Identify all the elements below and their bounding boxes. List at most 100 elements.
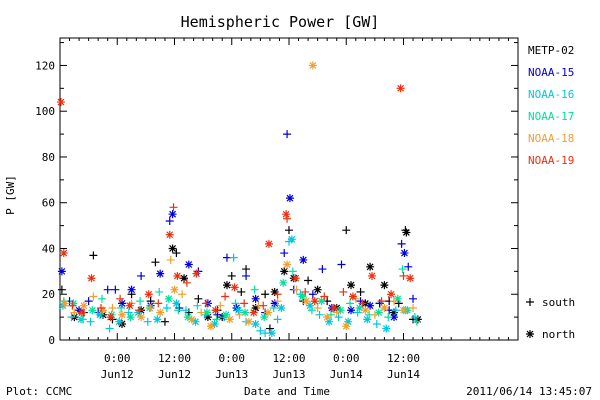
data-point-noaa-19 [329, 303, 338, 312]
data-point-noaa-19 [283, 214, 292, 223]
series-legend: METP-02 NOAA-15 NOAA-16 NOAA-17 NOAA-18 NOAA-… [528, 44, 574, 167]
data-point-noaa-15 [397, 239, 406, 248]
data-point-noaa-18 [370, 310, 379, 319]
data-point-noaa-15 [57, 267, 66, 276]
data-point-noaa-18 [108, 303, 117, 312]
data-point-noaa-15 [308, 290, 317, 299]
data-point-metp-02 [261, 290, 270, 299]
data-point-noaa-17 [155, 287, 164, 296]
data-point-noaa-16 [261, 329, 270, 338]
data-point-noaa-16 [372, 319, 381, 328]
data-point-noaa-17 [126, 313, 135, 322]
data-point-noaa-19 [173, 271, 182, 280]
data-point-metp-02 [194, 294, 203, 303]
data-point-noaa-15 [127, 285, 136, 294]
data-point-noaa-18 [342, 322, 351, 331]
marker-legend-label: north [542, 328, 575, 341]
data-point-noaa-17 [193, 301, 202, 310]
data-point-noaa-18 [146, 303, 155, 312]
data-point-noaa-18 [137, 313, 146, 322]
data-point-noaa-17 [202, 308, 211, 317]
legend-entry-metp-02: METP-02 [528, 44, 574, 57]
data-point-noaa-17 [117, 303, 126, 312]
data-point-metp-02 [304, 276, 313, 285]
data-point-noaa-19 [396, 84, 405, 93]
data-point-noaa-15 [318, 265, 327, 274]
data-point-noaa-17 [183, 313, 192, 322]
data-point-noaa-17 [88, 306, 97, 315]
data-point-noaa-17 [231, 299, 240, 308]
data-point-metp-02 [402, 228, 411, 237]
x-tick-time: 12:00 [387, 352, 420, 365]
data-point-noaa-16 [86, 317, 95, 326]
data-point-noaa-19 [97, 303, 106, 312]
data-point-noaa-19 [339, 287, 348, 296]
data-point-metp-02 [270, 287, 279, 296]
x-axis-label: Date and Time [244, 385, 330, 398]
data-point-metp-02 [57, 285, 66, 294]
legend-entry-noaa-16: NOAA-16 [528, 88, 574, 101]
data-point-noaa-19 [56, 98, 65, 107]
data-points [56, 61, 422, 338]
data-point-noaa-18 [216, 301, 225, 310]
chart-title: Hemispheric Power [GW] [181, 13, 380, 31]
y-tick-label: 40 [42, 242, 55, 255]
data-point-noaa-19 [259, 301, 268, 310]
data-point-noaa-16 [410, 313, 419, 322]
marker-legend: south north [526, 296, 575, 341]
data-point-metp-02 [394, 299, 403, 308]
x-tick-date: Jun14 [330, 368, 363, 381]
data-point-noaa-17 [317, 297, 326, 306]
data-point-metp-02 [413, 315, 422, 324]
x-tick-date: Jun12 [158, 368, 191, 381]
data-point-noaa-15 [400, 249, 409, 258]
data-point-noaa-19 [211, 306, 220, 315]
data-point-noaa-17 [269, 303, 278, 312]
data-point-noaa-17 [307, 306, 316, 315]
data-point-noaa-15 [165, 217, 174, 226]
x-tick-time: 0:00 [219, 352, 246, 365]
plot-credit: Plot: CCMC [6, 385, 72, 398]
y-axis-label: P [GW] [4, 175, 17, 215]
data-point-noaa-16 [334, 313, 343, 322]
x-tick-date: Jun12 [101, 368, 134, 381]
data-point-noaa-18 [313, 303, 322, 312]
data-point-noaa-16 [267, 329, 276, 338]
data-point-noaa-15 [184, 260, 193, 269]
data-point-metp-02 [389, 308, 398, 317]
data-point-metp-02 [237, 287, 246, 296]
data-point-noaa-16 [391, 306, 400, 315]
x-tick-time: 0:00 [333, 352, 360, 365]
data-point-noaa-19 [301, 287, 310, 296]
data-point-noaa-18 [178, 290, 187, 299]
data-point-noaa-15 [389, 313, 398, 322]
data-point-noaa-19 [358, 299, 367, 308]
data-point-noaa-19 [387, 290, 396, 299]
data-point-noaa-16 [273, 315, 282, 324]
data-point-metp-02 [227, 271, 236, 280]
data-point-noaa-19 [399, 271, 408, 280]
y-axis: 0 20 40 60 80 100 120 [35, 42, 518, 347]
data-point-noaa-19 [201, 299, 210, 308]
data-point-noaa-18 [283, 260, 292, 269]
y-tick-label: 120 [35, 59, 55, 72]
data-point-noaa-18 [166, 255, 175, 264]
data-point-metp-02 [222, 281, 231, 290]
data-point-noaa-19 [348, 292, 357, 301]
data-point-noaa-17 [374, 308, 383, 317]
data-point-noaa-19 [144, 290, 153, 299]
legend-entry-noaa-18: NOAA-18 [528, 132, 574, 145]
data-point-noaa-18 [70, 308, 79, 317]
data-point-noaa-18 [170, 285, 179, 294]
data-point-noaa-15 [366, 301, 375, 310]
data-point-metp-02 [180, 274, 189, 283]
y-tick-label: 80 [42, 151, 55, 164]
data-point-noaa-16 [256, 326, 265, 335]
data-point-metp-02 [313, 285, 322, 294]
data-point-noaa-15 [280, 249, 289, 258]
data-point-noaa-15 [137, 271, 146, 280]
data-point-noaa-17 [336, 306, 345, 315]
data-point-noaa-18 [409, 303, 418, 312]
legend-entry-noaa-17: NOAA-17 [528, 110, 574, 123]
data-point-noaa-15 [337, 260, 346, 269]
